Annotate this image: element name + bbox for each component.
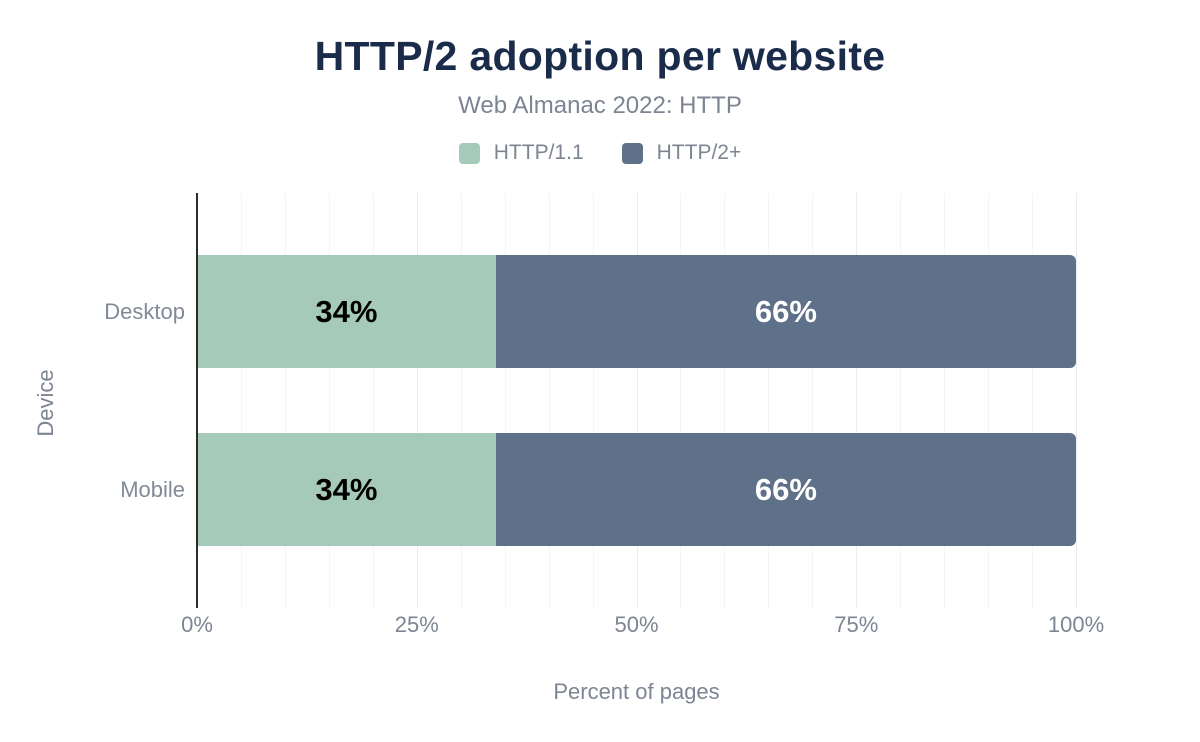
legend-item-http-1-1[interactable]: HTTP/1.1 <box>458 141 584 165</box>
gridline <box>900 193 902 608</box>
gridline <box>724 193 726 608</box>
gridline <box>240 193 242 608</box>
legend-item-http-2[interactable]: HTTP/2+ <box>621 141 742 165</box>
x-axis-title: Percent of pages <box>553 679 720 704</box>
x-tick-label-25: 25% <box>394 612 439 637</box>
bar-segment-desktop-http-2[interactable]: 66% <box>495 255 1076 368</box>
chart-subtitle: Web Almanac 2022: HTTP <box>458 92 742 119</box>
legend-label: HTTP/2+ <box>656 141 742 164</box>
x-tick-label-0: 0% <box>181 612 213 637</box>
gridline <box>856 193 858 608</box>
x-tick-label-100: 100% <box>1047 612 1105 637</box>
gridline <box>592 193 594 608</box>
gridline <box>504 193 506 608</box>
bar-segment-mobile-http-1-1[interactable]: 34% <box>197 433 496 546</box>
gridline <box>372 193 374 608</box>
bar-segment-desktop-http-1-1[interactable]: 34% <box>197 255 496 368</box>
category-label-desktop: Desktop <box>104 298 185 324</box>
gridline <box>680 193 682 608</box>
chart-title: HTTP/2 adoption per website <box>314 33 886 79</box>
gridline <box>328 193 330 608</box>
bar-value-label: 66% <box>754 471 817 507</box>
gridline <box>460 193 462 608</box>
gridline <box>768 193 770 608</box>
gridline <box>416 193 418 608</box>
bar-value-label: 66% <box>754 293 817 329</box>
gridline <box>548 193 550 608</box>
legend-swatch-http-1-1 <box>458 142 480 164</box>
bar-row-desktop: 34% 66% <box>197 255 1076 368</box>
bar-segment-mobile-http-2[interactable]: 66% <box>495 433 1076 546</box>
gridline <box>812 193 814 608</box>
gridline <box>284 193 286 608</box>
category-label-mobile: Mobile <box>120 476 185 502</box>
legend-swatch-http-2 <box>621 142 643 164</box>
gridline <box>636 193 638 608</box>
x-tick-label-50: 50% <box>614 612 659 637</box>
y-axis-line <box>196 193 198 608</box>
plot-area: 34% 66% 34% 66% <box>196 193 1077 608</box>
gridline <box>944 193 946 608</box>
bar-value-label: 34% <box>315 293 378 329</box>
x-tick-label-75: 75% <box>834 612 879 637</box>
gridline <box>1032 193 1034 608</box>
bar-row-mobile: 34% 66% <box>197 433 1076 546</box>
legend: HTTP/1.1 HTTP/2+ <box>0 141 1200 165</box>
gridline <box>988 193 990 608</box>
gridline <box>1076 193 1077 608</box>
bar-value-label: 34% <box>315 471 378 507</box>
legend-label: HTTP/1.1 <box>493 141 584 164</box>
y-axis-title: Device <box>33 369 58 437</box>
